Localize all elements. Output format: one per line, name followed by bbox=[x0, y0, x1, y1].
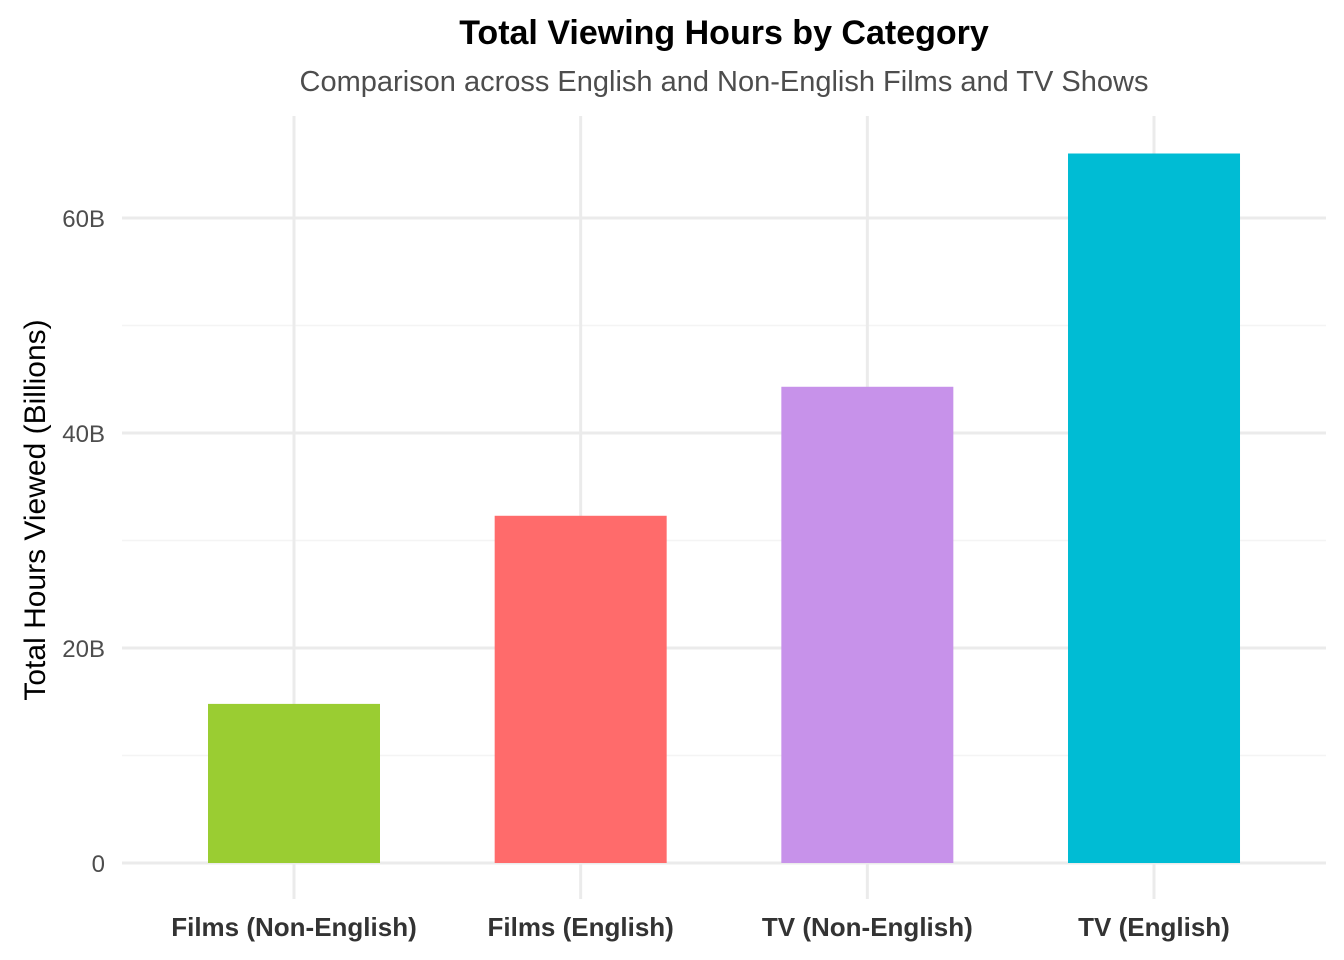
y-tick-label: 40B bbox=[62, 421, 105, 448]
bar-0 bbox=[208, 703, 380, 863]
chart-title: Total Viewing Hours by Category bbox=[459, 14, 989, 52]
bars bbox=[208, 153, 1241, 863]
bar-1 bbox=[494, 515, 667, 863]
y-tick-label: 20B bbox=[62, 636, 105, 663]
bar-2 bbox=[781, 386, 954, 863]
x-tick-label: Films (Non-English) bbox=[171, 912, 417, 942]
x-tick-labels: Films (Non-English) Films (English) TV (No… bbox=[171, 912, 1230, 942]
y-tick-label: 0 bbox=[92, 851, 105, 878]
x-tick-label: Films (English) bbox=[487, 912, 673, 942]
x-tick-label: TV (English) bbox=[1078, 912, 1230, 942]
chart-subtitle: Comparison across English and Non-Englis… bbox=[299, 66, 1149, 98]
y-tick-label: 60B bbox=[62, 206, 105, 233]
y-axis-title: Total Hours Viewed (Billions) bbox=[19, 319, 52, 700]
y-tick-labels: 0 20B 40B 60B bbox=[62, 206, 105, 878]
bar-3 bbox=[1068, 153, 1241, 863]
x-tick-label: TV (Non-English) bbox=[762, 912, 973, 942]
